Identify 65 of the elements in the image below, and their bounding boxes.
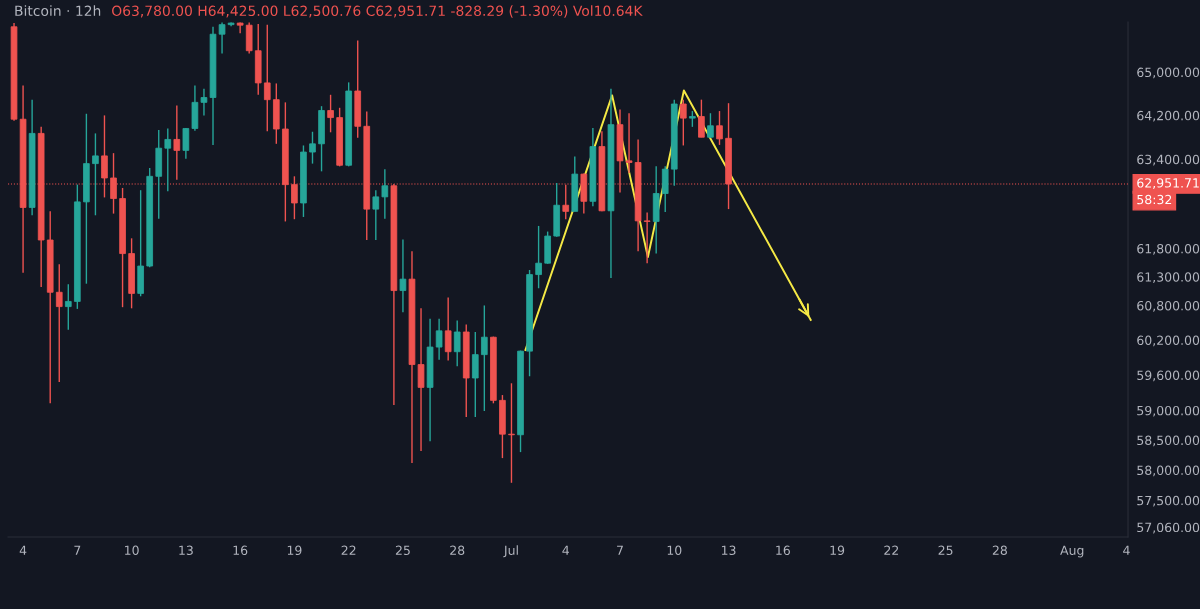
x-tick-label: 4 xyxy=(562,545,570,555)
x-tick-label: 10 xyxy=(125,545,139,556)
candlestick xyxy=(236,22,244,34)
x-tick-label: 28 xyxy=(450,545,465,556)
x-tick-label: Jul xyxy=(503,545,518,558)
y-tick-label: 64,200.00 xyxy=(1137,110,1200,122)
text: 58:32 xyxy=(1137,194,1172,205)
y-tick-label: 63,400.00 xyxy=(1137,154,1200,166)
y-tick-label: 59,000.00 xyxy=(1137,405,1200,417)
chart-subtitle: O63,780.00 H64,425.00 L62,500.76 C62,951.71 -828.29 (-1.30%) Vol10.64K xyxy=(112,5,643,18)
candlestick xyxy=(471,331,479,418)
x-tick-label: 16 xyxy=(776,545,790,556)
candlestick xyxy=(164,127,172,192)
candlestick xyxy=(399,238,407,314)
x-tick-label: 7 xyxy=(617,545,623,555)
x-tick-label: 4 xyxy=(1123,545,1130,555)
candlestick xyxy=(481,304,488,412)
candlestick xyxy=(535,225,542,289)
y-tick-label: 60,200.00 xyxy=(1137,335,1200,347)
x-tick-label: 4 xyxy=(19,545,27,555)
candlestick xyxy=(173,104,181,181)
chart-title: Bitcoin · 12h xyxy=(15,5,101,17)
candlestick xyxy=(453,319,461,367)
candlestick xyxy=(372,189,380,241)
x-tick-label: 13 xyxy=(721,545,736,556)
candlestick xyxy=(707,112,714,139)
candlestick xyxy=(698,98,705,138)
y-tick-label: 57,500.00 xyxy=(1137,495,1200,507)
candlestick xyxy=(680,98,687,147)
y-tick-label: 61,300.00 xyxy=(1137,272,1200,284)
y-tick-label: 65,000.00 xyxy=(1137,67,1200,79)
x-tick-label: 25 xyxy=(938,545,953,556)
y-tick-label: 58,000.00 xyxy=(1137,465,1200,477)
x-tick-label: Aug xyxy=(1060,545,1084,558)
candlestick xyxy=(643,211,651,264)
candlestick xyxy=(218,22,226,55)
x-tick-label: 7 xyxy=(74,545,81,555)
candlestick xyxy=(435,317,443,361)
x-tick-label: 19 xyxy=(287,545,302,556)
candlestick xyxy=(716,110,723,146)
ref-line-label: 62,951.71 xyxy=(1137,178,1199,189)
y-tick-label: 57,060.00 xyxy=(1137,522,1200,534)
candlestick xyxy=(381,168,389,220)
x-tick-label: 19 xyxy=(830,545,845,556)
candlestick xyxy=(64,283,72,331)
y-tick-label: 61,800.00 xyxy=(1137,243,1200,255)
y-tick-label: 58,500.00 xyxy=(1137,435,1200,447)
x-tick-label: 25 xyxy=(395,545,410,556)
candlestick xyxy=(444,296,452,362)
x-tick-label: 22 xyxy=(884,545,899,555)
x-tick-label: 28 xyxy=(992,545,1007,556)
candlestick xyxy=(562,183,570,220)
candlestick xyxy=(182,127,190,160)
candlestick xyxy=(55,263,63,383)
candlestick xyxy=(309,131,316,165)
x-tick-label: 10 xyxy=(667,545,682,556)
x-tick-label: 13 xyxy=(179,545,193,556)
x-tick-label: 16 xyxy=(233,545,248,556)
candlestick xyxy=(92,132,99,216)
y-tick-label: 60,800.00 xyxy=(1137,300,1200,312)
x-tick-label: 22 xyxy=(341,545,356,555)
candlestick xyxy=(263,23,271,132)
y-tick-label: 59,600.00 xyxy=(1137,370,1200,382)
candlestick xyxy=(327,94,334,134)
candlestick xyxy=(625,112,633,174)
